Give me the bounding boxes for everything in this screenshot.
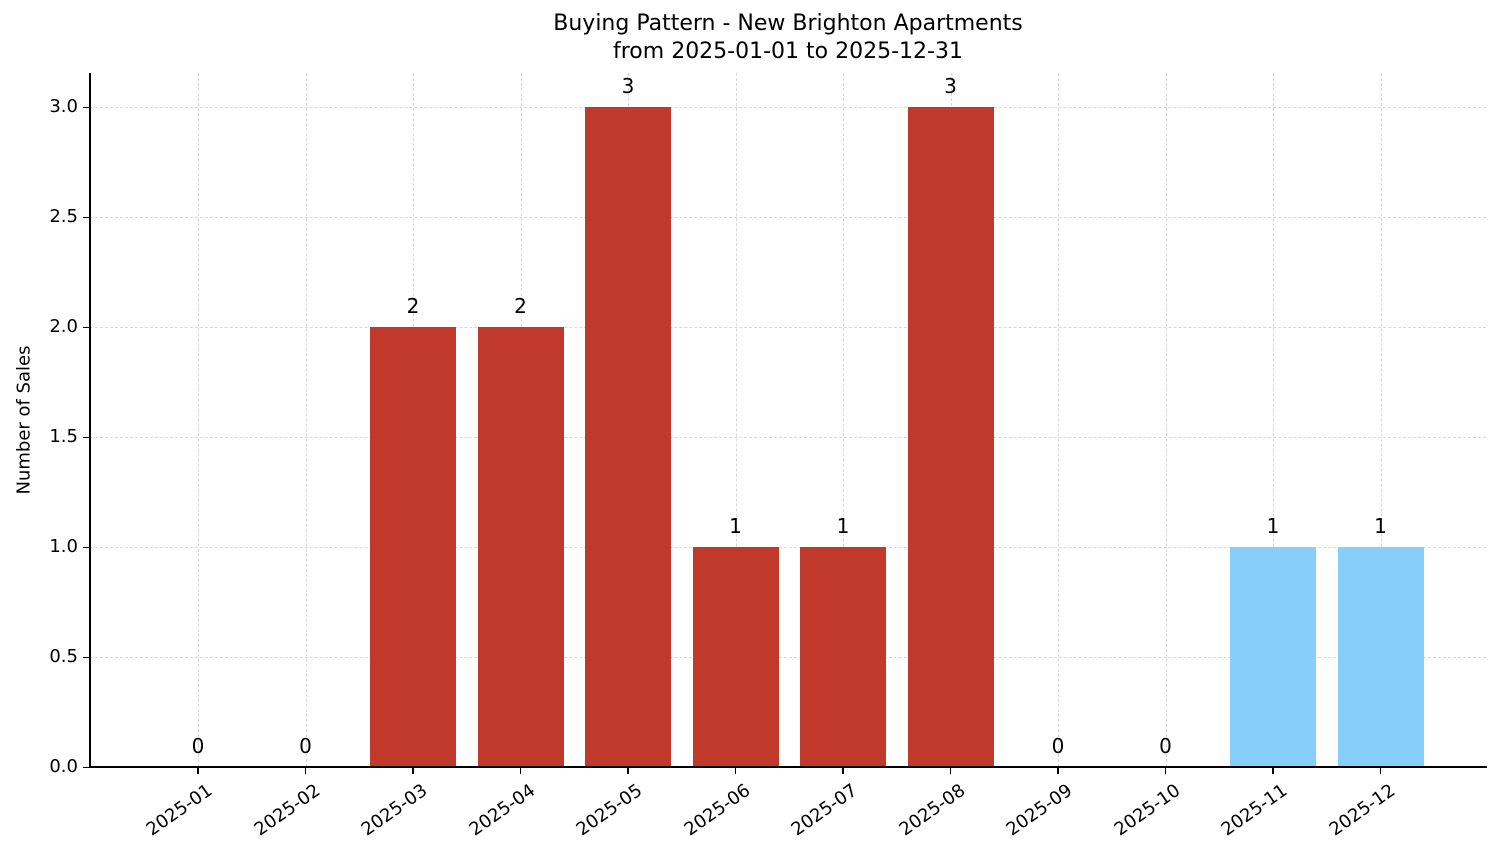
v-gridline bbox=[1380, 73, 1382, 767]
h-gridline bbox=[90, 217, 1486, 218]
v-gridline bbox=[843, 73, 844, 767]
x-tick-mark bbox=[949, 768, 952, 774]
x-tick-mark bbox=[1164, 768, 1167, 774]
y-tick-mark bbox=[83, 326, 89, 328]
x-tick-label: 2025-04 bbox=[465, 780, 539, 841]
chart-title-main: Buying Pattern - New Brighton Apartments bbox=[553, 11, 1023, 36]
x-tick-label: 2025-01 bbox=[142, 780, 217, 841]
y-tick-mark bbox=[83, 106, 89, 108]
x-tick-mark bbox=[519, 768, 522, 774]
bar-value-label: 1 bbox=[1266, 514, 1280, 538]
y-axis-spine bbox=[89, 73, 91, 768]
bar-value-label: 3 bbox=[621, 74, 635, 98]
y-axis-title: Number of Sales bbox=[13, 345, 35, 495]
bar-value-label: 2 bbox=[514, 294, 527, 318]
bar-value-label: 1 bbox=[836, 514, 850, 538]
x-tick-mark bbox=[734, 768, 737, 774]
y-tick-mark bbox=[83, 436, 89, 438]
x-tick-label: 2025-12 bbox=[1325, 780, 1399, 841]
bar-2025-05 bbox=[585, 107, 671, 767]
v-gridline bbox=[1165, 73, 1167, 767]
v-gridline bbox=[305, 73, 307, 767]
h-gridline bbox=[90, 547, 1486, 548]
x-tick-mark bbox=[412, 768, 414, 774]
y-tick-label: 0.5 bbox=[49, 646, 78, 667]
v-gridline bbox=[735, 73, 737, 767]
v-gridline bbox=[198, 73, 199, 767]
chart-title: Buying Pattern - New Brighton Apartments… bbox=[0, 10, 1501, 66]
y-tick-label: 2.5 bbox=[49, 206, 78, 227]
y-tick-label: 3.0 bbox=[49, 96, 78, 117]
bar-value-label: 0 bbox=[191, 734, 205, 758]
bar-value-label: 0 bbox=[1051, 734, 1065, 758]
x-tick-mark bbox=[1272, 768, 1274, 774]
x-tick-mark bbox=[304, 768, 307, 774]
bar-value-label: 3 bbox=[944, 74, 957, 98]
bar-2025-07 bbox=[800, 547, 886, 767]
x-tick-mark bbox=[1379, 768, 1382, 774]
x-tick-label: 2025-11 bbox=[1217, 780, 1292, 841]
x-tick-label: 2025-08 bbox=[895, 780, 969, 841]
y-tick-label: 2.0 bbox=[49, 316, 78, 337]
x-tick-mark bbox=[1057, 768, 1059, 774]
x-tick-mark bbox=[627, 768, 629, 774]
bar-2025-06 bbox=[692, 547, 779, 767]
bar-value-label: 1 bbox=[1374, 514, 1387, 538]
y-tick-label: 1.5 bbox=[49, 426, 78, 447]
y-tick-mark bbox=[83, 766, 89, 768]
y-tick-mark bbox=[83, 546, 89, 548]
y-tick-label: 0.0 bbox=[49, 756, 78, 777]
y-tick-label: 1.0 bbox=[49, 536, 78, 557]
bar-value-label: 0 bbox=[1159, 734, 1172, 758]
v-gridline bbox=[1273, 73, 1274, 767]
chart-subtitle: from 2025-01-01 to 2025-12-31 bbox=[613, 39, 963, 64]
bar-2025-03 bbox=[370, 327, 456, 767]
x-tick-label: 2025-09 bbox=[1002, 780, 1077, 841]
x-tick-label: 2025-02 bbox=[250, 780, 324, 841]
x-tick-mark bbox=[197, 768, 199, 774]
bar-2025-04 bbox=[477, 327, 564, 767]
v-gridline bbox=[1058, 73, 1059, 767]
h-gridline bbox=[90, 657, 1486, 658]
x-tick-label: 2025-06 bbox=[680, 780, 754, 841]
h-gridline bbox=[90, 327, 1486, 328]
x-tick-label: 2025-05 bbox=[572, 780, 647, 841]
x-tick-label: 2025-03 bbox=[357, 780, 432, 841]
y-tick-mark bbox=[83, 656, 89, 658]
bar-value-label: 0 bbox=[299, 734, 312, 758]
bar-2025-12 bbox=[1337, 547, 1424, 767]
x-tick-label: 2025-07 bbox=[787, 780, 862, 841]
x-tick-mark bbox=[842, 768, 844, 774]
x-axis-spine bbox=[89, 766, 1487, 768]
bar-value-label: 1 bbox=[729, 514, 742, 538]
bar-2025-08 bbox=[907, 107, 994, 767]
x-tick-label: 2025-10 bbox=[1110, 780, 1184, 841]
bar-value-label: 2 bbox=[406, 294, 420, 318]
h-gridline bbox=[90, 437, 1486, 438]
bar-2025-11 bbox=[1230, 547, 1316, 767]
h-gridline bbox=[90, 107, 1486, 108]
y-tick-mark bbox=[83, 216, 89, 218]
